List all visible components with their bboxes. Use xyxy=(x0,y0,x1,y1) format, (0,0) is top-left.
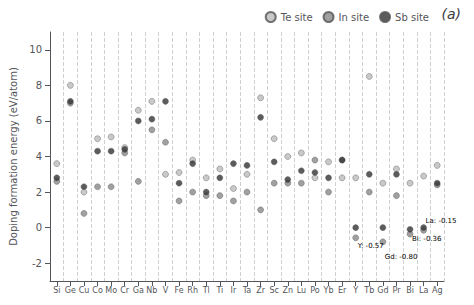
svg-text:Lu: Lu xyxy=(297,286,306,295)
svg-text:Ta: Ta xyxy=(242,286,252,295)
svg-text:Cu: Cu xyxy=(79,286,90,295)
svg-text:La: -0.15: La: -0.15 xyxy=(426,217,457,225)
svg-text:Yb: Yb xyxy=(323,286,334,295)
svg-text:2: 2 xyxy=(36,187,42,198)
svg-text:La: La xyxy=(419,286,428,295)
svg-text:In site: In site xyxy=(339,12,370,23)
svg-text:4: 4 xyxy=(36,151,42,162)
svg-text:Po: Po xyxy=(310,286,320,295)
svg-text:Mo: Mo xyxy=(105,286,117,295)
svg-text:Tl: Tl xyxy=(202,286,210,295)
svg-text:0: 0 xyxy=(36,222,42,233)
svg-text:V: V xyxy=(163,286,169,295)
svg-text:Bi: -0.36: Bi: -0.36 xyxy=(412,235,442,243)
svg-text:Zr: Zr xyxy=(256,286,265,295)
svg-text:Pr: Pr xyxy=(392,286,401,295)
svg-text:(a): (a) xyxy=(441,6,461,22)
svg-text:Doping formation energy (eV/at: Doping formation energy (eV/atom) xyxy=(8,67,19,246)
svg-text:Sc: Sc xyxy=(269,286,278,295)
svg-text:6: 6 xyxy=(36,115,42,126)
svg-text:-2: -2 xyxy=(32,258,42,269)
svg-text:Fe: Fe xyxy=(175,286,184,295)
svg-text:Bi: Bi xyxy=(406,286,414,295)
svg-text:Ge: Ge xyxy=(65,286,76,295)
svg-text:8: 8 xyxy=(36,80,42,91)
svg-text:Y: Y xyxy=(352,286,358,295)
svg-text:Co: Co xyxy=(92,286,103,295)
svg-text:Si: Si xyxy=(53,286,60,295)
svg-text:Gd: Gd xyxy=(377,286,388,295)
svg-text:Er: Er xyxy=(338,286,347,295)
svg-text:Nb: Nb xyxy=(146,286,157,295)
svg-text:Y: -0.57: Y: -0.57 xyxy=(357,242,384,250)
svg-text:Gd: -0.80: Gd: -0.80 xyxy=(385,253,418,261)
svg-text:Ti: Ti xyxy=(215,286,223,295)
svg-text:10: 10 xyxy=(29,44,42,55)
svg-text:Ga: Ga xyxy=(133,286,144,295)
svg-text:Cr: Cr xyxy=(120,286,130,295)
svg-text:Sb site: Sb site xyxy=(395,12,429,23)
svg-text:Tb: Tb xyxy=(363,286,374,295)
svg-text:Zn: Zn xyxy=(282,286,293,295)
svg-text:Ag: Ag xyxy=(432,286,443,295)
svg-text:Rh: Rh xyxy=(187,286,198,295)
svg-text:Ir: Ir xyxy=(231,286,237,295)
svg-text:Te site: Te site xyxy=(280,12,313,23)
